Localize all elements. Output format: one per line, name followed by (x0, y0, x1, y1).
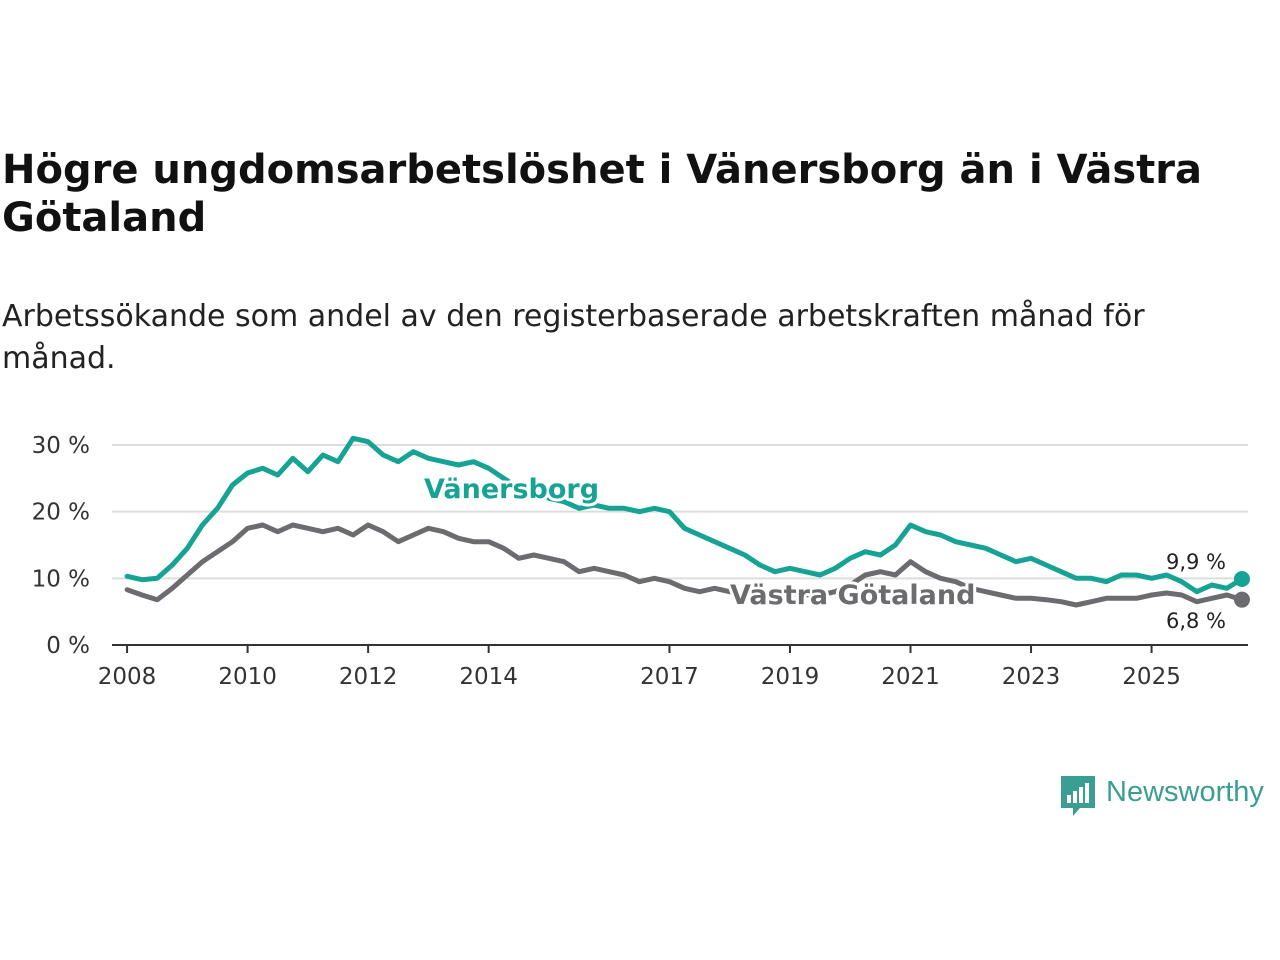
x-tick-label-2023: 2023 (1002, 664, 1061, 690)
x-tick-label-2017: 2017 (640, 664, 699, 690)
x-axis-ticks: 2008 2010 2012 2014 2017 2019 2021 2023 2025 (98, 645, 1181, 690)
line-chart: 0 % 10 % 20 % 30 % 2008 2010 2012 2014 2017 2019… (32, 433, 1250, 690)
end-point-vanersborg (1233, 571, 1250, 587)
x-tick-label-2008: 2008 (98, 664, 157, 690)
y-tick-label-0: 0 % (46, 633, 90, 659)
grid-lines (112, 444, 1248, 580)
chart-title: Högre ungdomsarbetslöshet i Vänersborg ä… (2, 147, 1202, 241)
x-tick-label-2025: 2025 (1122, 664, 1181, 690)
end-label-vastra-gotaland: 6,8 % (1166, 609, 1226, 633)
y-tick-label-10: 10 % (32, 566, 90, 592)
x-tick-label-2012: 2012 (339, 664, 398, 690)
y-tick-label-20: 20 % (32, 500, 90, 526)
x-tick-label-2021: 2021 (881, 664, 940, 690)
x-tick-label-2019: 2019 (761, 664, 820, 690)
series-label-vanersborg: Vänersborg (424, 474, 599, 505)
end-point-vastra-gotaland (1233, 591, 1250, 608)
newsworthy-wordmark: Newsworthy (1106, 776, 1264, 808)
series-label-vastra-gotaland: Västra Götaland (730, 580, 975, 611)
series-labels: Vänersborg Västra Götaland 9,9 % 6,8 % (421, 471, 1226, 633)
newsworthy-icon (1061, 776, 1095, 816)
x-tick-label-2010: 2010 (218, 664, 277, 690)
series-lines (124, 435, 1250, 608)
end-label-vanersborg: 9,9 % (1166, 550, 1226, 574)
series-line-vastra-gotaland (124, 522, 1245, 608)
newsworthy-logo: Newsworthy (1058, 774, 1280, 818)
y-tick-label-30: 30 % (32, 433, 90, 459)
chart-subtitle: Arbetssökande som andel av den registerb… (2, 299, 1145, 376)
series-line-vanersborg (124, 435, 1245, 595)
x-tick-label-2014: 2014 (459, 664, 518, 690)
y-axis-ticks: 0 % 10 % 20 % 30 % (32, 433, 90, 659)
